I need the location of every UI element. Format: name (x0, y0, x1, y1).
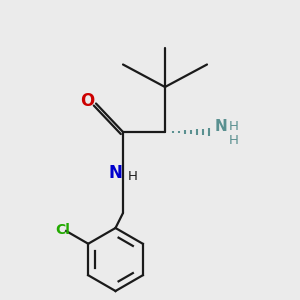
Text: N: N (214, 119, 227, 134)
Text: H: H (229, 120, 238, 133)
Text: O: O (80, 92, 95, 110)
Text: H: H (229, 134, 238, 147)
Text: Cl: Cl (55, 223, 70, 236)
Text: N: N (109, 164, 122, 181)
Text: H: H (128, 169, 137, 183)
